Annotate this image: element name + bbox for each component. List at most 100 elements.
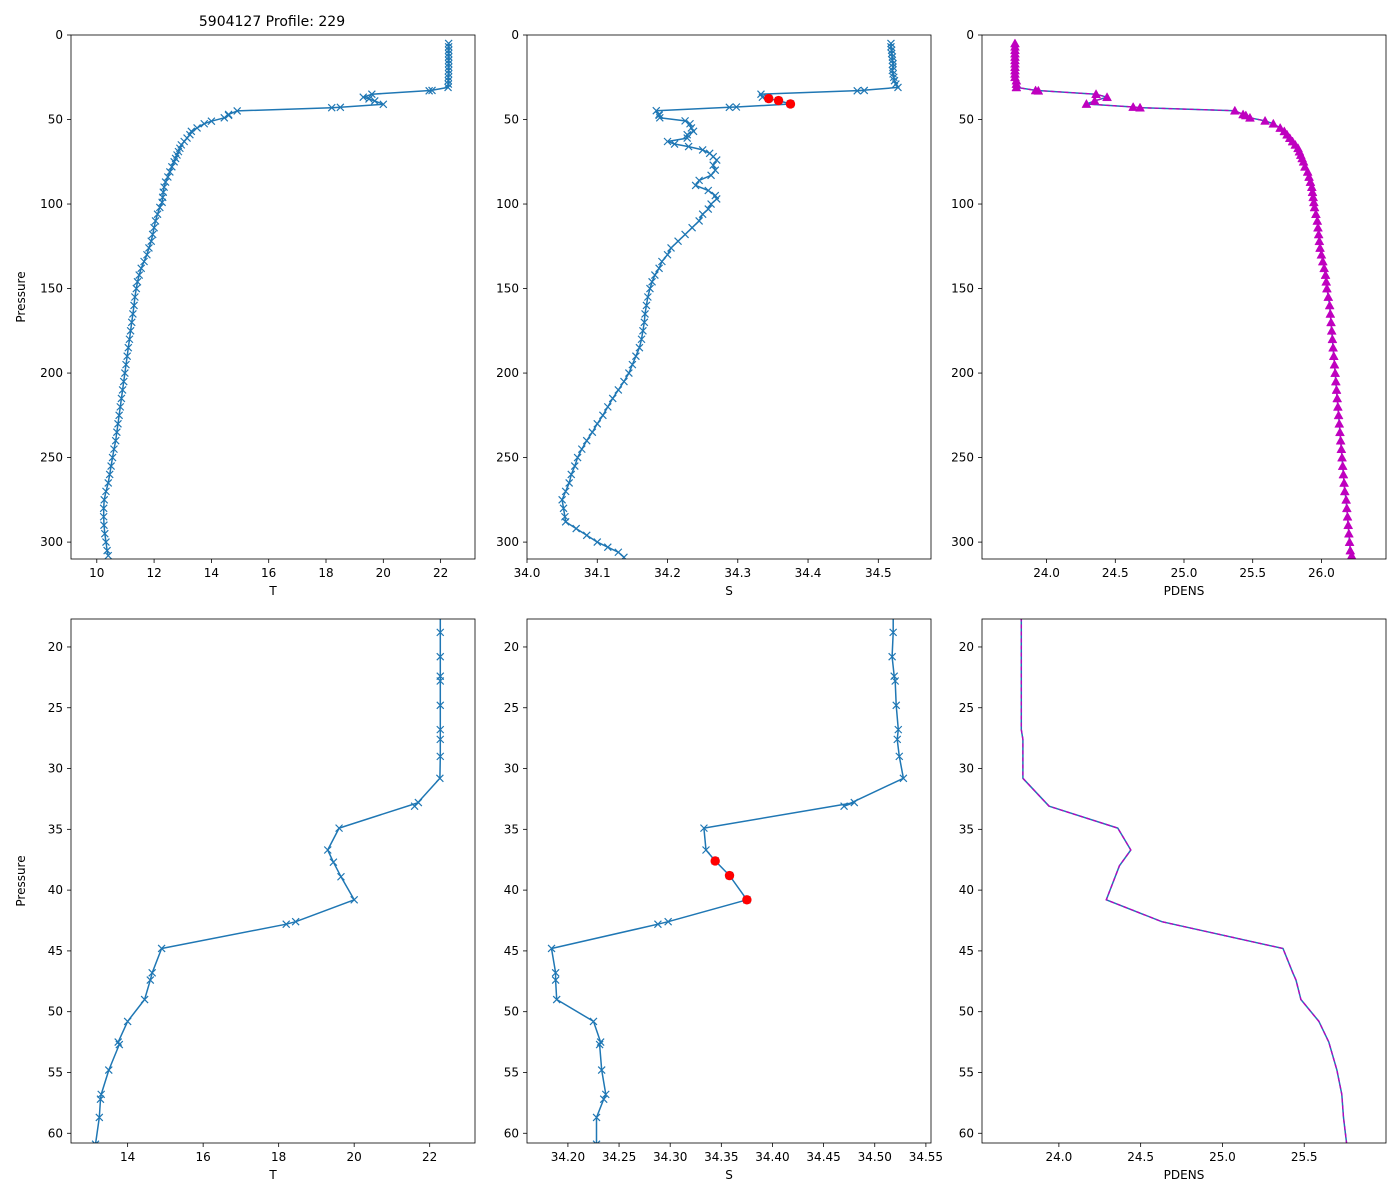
data-point-x [603, 402, 612, 411]
data-point-x [707, 200, 716, 208]
data-point-triangle [1229, 105, 1240, 115]
data-point-x [140, 995, 149, 1004]
axes-frame [526, 34, 932, 560]
data-point-x [681, 230, 690, 239]
data-point-x [128, 309, 137, 318]
data-point-x [689, 127, 698, 136]
y-tick-label: 50 [48, 1005, 63, 1019]
y-tick-label: 20 [48, 640, 63, 654]
data-point-x [158, 198, 167, 207]
y-tick-label: 100 [951, 197, 974, 211]
data-point-x [892, 701, 901, 710]
x-tick-label: 34.40 [755, 1150, 789, 1164]
data-point-x [593, 538, 602, 547]
data-point-triangle [1346, 550, 1357, 559]
flagged-point [710, 856, 720, 866]
panel-top_T: 10 12 14 16 18 20 22 0 50 100 150 200 250 300 T Pressur… [14, 28, 476, 598]
data-point-x [100, 529, 109, 538]
y-axis-label: Pressure [14, 271, 28, 322]
data-point-x [107, 462, 116, 470]
data-point-x [614, 386, 623, 394]
data-point-x [598, 411, 607, 420]
data-point-x [99, 504, 108, 513]
x-tick-label: 34.55 [909, 1150, 943, 1164]
data-point-x [695, 176, 704, 185]
data-point-triangle [1326, 317, 1336, 327]
data-point-triangle [1342, 511, 1353, 521]
figure-title: 5904127 Profile: 229 [199, 14, 345, 30]
data-point-x [100, 495, 109, 504]
y-tick-label: 40 [504, 883, 519, 897]
data-point-x [337, 872, 345, 881]
y-tick-label: 300 [951, 535, 974, 549]
data-point-x [577, 445, 586, 454]
y-tick-label: 60 [959, 1126, 974, 1140]
x-axis-label: T [268, 1168, 277, 1182]
data-point-x [853, 86, 862, 95]
data-point-x [108, 453, 117, 462]
x-tick-label: 34.20 [551, 1150, 585, 1164]
data-point-x [655, 264, 664, 273]
x-tick-label: 22 [433, 566, 448, 580]
x-tick-label: 18 [318, 566, 333, 580]
data-point-x [435, 774, 444, 783]
data-point-x [157, 944, 166, 953]
data-point-x [620, 553, 628, 559]
data-point-x [193, 124, 201, 132]
y-tick-label: 30 [504, 762, 519, 776]
x-tick-label: 14 [204, 566, 219, 580]
data-point-x [167, 162, 176, 171]
data-point-x [624, 369, 633, 377]
x-tick-label: 16 [196, 1150, 211, 1164]
data-point-x [112, 428, 121, 437]
y-tick-label: 300 [40, 535, 63, 549]
data-point-x [428, 86, 436, 95]
data-point-x [444, 76, 453, 85]
y-tick-label: 300 [496, 535, 519, 549]
data-point-triangle [1030, 85, 1041, 95]
panel-bottom_T: 14 16 18 20 22 20 25 30 35 40 45 50 55 60 T Pressure [14, 618, 476, 1182]
data-point-triangle [1339, 486, 1350, 496]
y-tick-label: 35 [959, 822, 974, 836]
data-point-x [572, 524, 581, 533]
data-point-x [133, 277, 142, 286]
data-point-x [712, 156, 721, 165]
y-tick-label: 35 [504, 822, 519, 836]
data-point-x [444, 83, 452, 92]
x-tick-label: 34.1 [584, 566, 611, 580]
data-point-x [148, 968, 157, 977]
data-point-x [436, 677, 445, 685]
data-point-x [105, 470, 114, 479]
x-tick-label: 34.45 [806, 1150, 840, 1164]
data-point-x [282, 920, 291, 929]
flagged-point [724, 870, 735, 881]
data-point-x [683, 130, 692, 139]
data-point-x [444, 73, 453, 82]
data-point-triangle [1338, 469, 1349, 479]
y-axis-label: Pressure [14, 855, 28, 906]
data-point-x [110, 445, 118, 454]
data-point-triangle [1336, 444, 1347, 453]
plot-area [558, 39, 902, 559]
axes-frame [70, 34, 476, 560]
data-point-x [684, 142, 693, 151]
data-point-x [165, 167, 174, 176]
x-tick-label: 34.3 [724, 566, 751, 580]
x-tick-label: 25.0 [1209, 1150, 1236, 1164]
y-tick-label: 55 [504, 1065, 519, 1079]
data-point-triangle [1315, 242, 1325, 252]
y-tick-label: 55 [48, 1065, 63, 1079]
data-point-x [126, 326, 135, 335]
data-point-x [582, 436, 591, 445]
data-point-x [655, 111, 664, 120]
density-dashed-line [1020, 619, 1348, 1143]
data-point-triangle [1332, 393, 1343, 403]
data-point-x [444, 63, 453, 72]
data-point-x [102, 538, 110, 547]
data-point-x [99, 512, 108, 521]
y-tick-label: 0 [966, 28, 974, 42]
data-point-x [327, 103, 336, 112]
data-point-x [608, 394, 617, 403]
data-point-x [444, 49, 453, 58]
